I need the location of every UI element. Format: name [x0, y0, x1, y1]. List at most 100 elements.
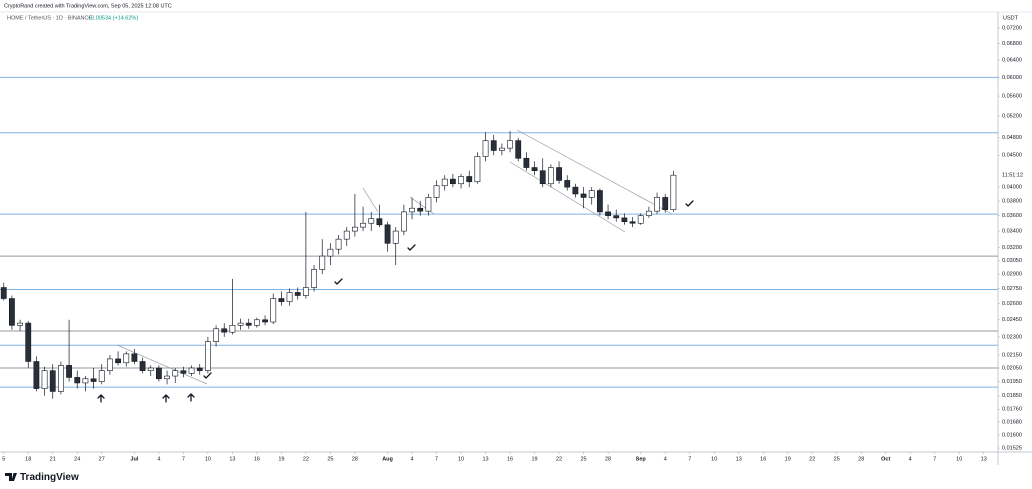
candle-body [188, 367, 195, 374]
x-tick-label: 16 [507, 456, 513, 462]
y-tick-label: 0.04800 [1002, 135, 1022, 141]
x-tick-label: 18 [25, 456, 31, 462]
candle-body [343, 230, 350, 240]
x-tick-label: 13 [229, 456, 235, 462]
x-tick-label: 4 [664, 456, 667, 462]
x-tick-label: 16 [760, 456, 766, 462]
candle-body [662, 197, 669, 210]
y-tick-label: 0.02900 [1002, 272, 1022, 278]
candle-body [221, 328, 228, 333]
y-tick-label: 0.03050 [1002, 258, 1022, 264]
candle-body [400, 211, 407, 232]
x-tick-label: 28 [858, 456, 864, 462]
x-tick-label: 24 [74, 456, 80, 462]
candle-body [319, 255, 326, 270]
drawings [116, 129, 673, 385]
candle-body [180, 370, 187, 374]
y-tick-label: 0.02600 [1002, 301, 1022, 307]
x-tick-label: 7 [933, 456, 936, 462]
arrow-up [97, 394, 105, 403]
candle-body [384, 224, 391, 244]
candle-body [449, 178, 456, 185]
x-tick-label: 4 [411, 456, 414, 462]
candle-body [556, 167, 562, 181]
candle-body [294, 292, 301, 296]
candle-body [270, 298, 277, 323]
candle-body [262, 319, 268, 323]
candle-body [507, 140, 513, 149]
candle-body [196, 367, 203, 371]
y-tick-label: 0.01600 [1002, 433, 1022, 439]
candle-body [49, 370, 56, 392]
candle-body [482, 140, 489, 157]
y-tick-label: 0.01525 [1002, 446, 1022, 452]
x-tick-label: 7 [688, 456, 691, 462]
candle-body [164, 375, 170, 380]
y-tick-label: 0.03200 [1002, 245, 1022, 251]
x-tick-label: 13 [736, 456, 742, 462]
x-tick-label: 16 [254, 456, 260, 462]
candle-body [466, 176, 473, 183]
candle-body [474, 156, 481, 183]
y-tick-label: 0.02300 [1002, 334, 1022, 340]
arrow-up [162, 394, 170, 403]
candle-body [351, 226, 358, 232]
candle-body [327, 248, 334, 257]
candle-body [360, 222, 366, 228]
x-tick-label: 19 [785, 456, 791, 462]
axes: 0.07200 0.06800 0.06400 0.06000 0.05600 0.052… [2, 26, 1023, 463]
candle-body [156, 367, 162, 380]
checkmark [334, 278, 343, 285]
y-tick-label: 0.04000 [1002, 185, 1022, 191]
y-tick-label: 0.06800 [1002, 41, 1022, 47]
y-tick-label: 0.01850 [1002, 393, 1022, 399]
x-tick-label: Jul [130, 456, 138, 462]
candle-body [147, 367, 154, 371]
y-tick-label: 0.05600 [1002, 94, 1022, 100]
x-tick-label: 25 [580, 456, 586, 462]
candle-body [580, 193, 587, 198]
candle-body [286, 292, 293, 302]
candle-body [278, 298, 285, 302]
candle-body [115, 358, 121, 364]
checkmark [685, 200, 694, 207]
candle-body [107, 358, 113, 371]
y-tick-label: 0.02450 [1002, 317, 1022, 323]
x-tick-label: 27 [99, 456, 105, 462]
candle-body [213, 328, 219, 342]
x-tick-label: 4 [909, 456, 912, 462]
x-tick-label: Oct [881, 456, 890, 462]
y-tick-label: 0.07200 [1002, 26, 1022, 32]
candle-body [229, 325, 236, 333]
brand-logo: TradingView [5, 472, 79, 483]
y-tick-label: 0.01950 [1002, 379, 1022, 385]
candle-body [523, 157, 530, 168]
x-tick-label: 13 [981, 456, 987, 462]
y-tick-label: 0.06400 [1002, 57, 1022, 63]
candle-body [645, 210, 652, 216]
brand: TradingView [20, 472, 79, 483]
arrow-up [187, 393, 195, 402]
trend-line [362, 187, 379, 213]
channel-upper [516, 129, 673, 215]
candle-body [311, 269, 317, 288]
candle-body [621, 217, 628, 223]
x-tick-label: 25 [327, 456, 333, 462]
candle-body [539, 170, 546, 185]
x-tick-label: Sep [636, 456, 647, 462]
candle-body [376, 218, 383, 226]
x-tick-label: 21 [50, 456, 56, 462]
candle-body [441, 178, 448, 187]
candle-body [123, 353, 130, 364]
candle-body [547, 167, 554, 185]
candle-body [131, 353, 138, 362]
x-tick-label: 22 [809, 456, 815, 462]
candle-body [9, 298, 15, 326]
y-tick-label: 0.01760 [1002, 407, 1022, 413]
x-tick-label: 28 [605, 456, 611, 462]
checkmark [407, 244, 416, 251]
channel-lower [509, 161, 626, 233]
x-tick-label: 19 [531, 456, 537, 462]
candle-body [25, 322, 32, 362]
